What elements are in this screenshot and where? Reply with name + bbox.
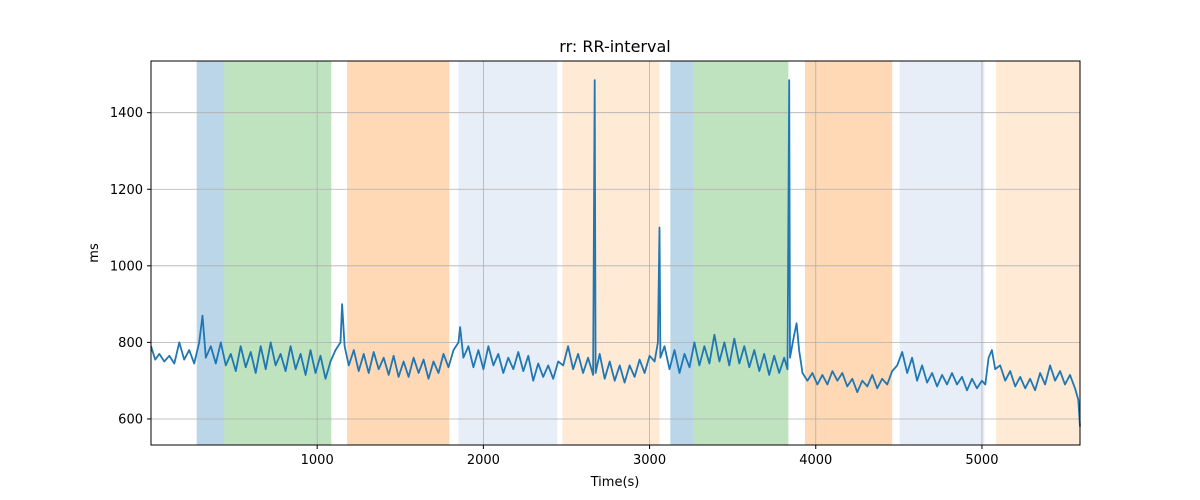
series-layer bbox=[150, 79, 1081, 427]
x-tick-label-3000: 3000 bbox=[633, 453, 666, 468]
grid bbox=[151, 61, 1080, 445]
shaded-band-6 bbox=[693, 61, 789, 445]
series-line-0 bbox=[150, 79, 1081, 427]
plot-area-frame bbox=[150, 60, 1081, 446]
shaded-bands bbox=[196, 61, 1080, 445]
x-tick-label-2000: 2000 bbox=[467, 453, 500, 468]
y-tick-label-1000: 1000 bbox=[110, 259, 143, 274]
x-axis-label: Time(s) bbox=[590, 475, 640, 490]
y-tick-label-1400: 1400 bbox=[110, 106, 143, 121]
shaded-band-4 bbox=[562, 61, 660, 445]
y-tick-label-600: 600 bbox=[118, 412, 143, 427]
shaded-band-2 bbox=[347, 61, 450, 445]
shaded-band-5 bbox=[670, 61, 694, 445]
axis-ticks: 1000 2000 3000 4000 5000 600 800 1000 1200 1400 bbox=[110, 106, 999, 468]
x-tick-label-1000: 1000 bbox=[301, 453, 334, 468]
shaded-band-8 bbox=[899, 61, 985, 445]
chart-title: rr: RR-interval bbox=[559, 37, 670, 56]
shaded-band-7 bbox=[804, 61, 893, 445]
shaded-band-9 bbox=[996, 61, 1080, 445]
y-tick-label-1200: 1200 bbox=[110, 183, 143, 198]
shaded-band-1 bbox=[224, 61, 332, 445]
x-tick-label-5000: 5000 bbox=[965, 453, 998, 468]
y-axis-label: ms bbox=[87, 243, 102, 263]
y-tick-label-800: 800 bbox=[118, 336, 143, 351]
shaded-band-3 bbox=[458, 61, 558, 445]
shaded-band-0 bbox=[196, 61, 225, 445]
x-tick-label-4000: 4000 bbox=[799, 453, 832, 468]
